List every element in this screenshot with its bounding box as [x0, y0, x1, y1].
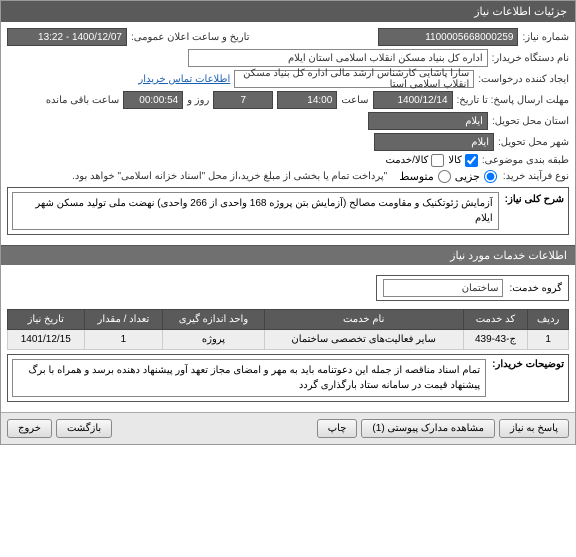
td-unit: پروژه — [163, 330, 265, 350]
cat-service-checkbox[interactable] — [431, 154, 444, 167]
process-partial-label: جزیی — [455, 170, 480, 183]
days-label: روز و — [187, 95, 209, 106]
cat-goods-checkbox[interactable] — [465, 154, 478, 167]
print-button[interactable]: چاپ — [317, 419, 358, 438]
services-content: گروه خدمت: ساختمان ردیف کد خدمت نام خدمت… — [1, 265, 575, 412]
note-label: توضیحات خریدار: — [492, 359, 564, 370]
buyer-note-box: توضیحات خریدار: تمام اسناد مناقصه از جمل… — [7, 354, 569, 402]
desc-text: آزمایش ژئوتکنیک و مقاومت مصالح (آزمایش ب… — [12, 192, 499, 230]
respond-button[interactable]: پاسخ به نیاز — [499, 419, 569, 438]
td-row: 1 — [528, 330, 569, 350]
province-label: استان محل تحویل: — [492, 116, 569, 127]
process-medium-label: متوسط — [399, 170, 434, 183]
remaining-label: ساعت باقی مانده — [46, 95, 119, 106]
td-date: 1401/12/15 — [8, 330, 85, 350]
deadline-label: مهلت ارسال پاسخ: تا تاریخ: — [457, 95, 569, 106]
back-button[interactable]: بازگشت — [56, 419, 112, 438]
group-value: ساختمان — [383, 279, 503, 297]
th-unit: واحد اندازه گیری — [163, 310, 265, 330]
process-label: نوع فرآیند خرید: — [503, 171, 569, 182]
requester-label: ایجاد کننده درخواست: — [478, 74, 569, 85]
cat-label: طبقه بندی موضوعی: — [482, 155, 569, 166]
services-table: ردیف کد خدمت نام خدمت واحد اندازه گیری ت… — [7, 309, 569, 350]
need-no-field: 1100005668000259 — [378, 28, 518, 46]
city-label: شهر محل تحویل: — [498, 137, 569, 148]
process-partial-radio[interactable] — [484, 170, 497, 183]
cat-service-label: کالا/خدمت — [385, 155, 428, 166]
city-field: ایلام — [374, 133, 494, 151]
desc-label: شرح کلی نیاز: — [505, 192, 564, 207]
titlebar: جزئیات اطلاعات نیاز — [1, 1, 575, 22]
th-name: نام خدمت — [264, 310, 463, 330]
td-name: سایر فعالیت‌های تخصصی ساختمان — [264, 330, 463, 350]
td-code: ج-43-439 — [463, 330, 528, 350]
description-box: شرح کلی نیاز: آزمایش ژئوتکنیک و مقاومت م… — [7, 187, 569, 235]
section-services-header: اطلاعات خدمات مورد نیاز — [1, 245, 575, 265]
buyer-label: نام دستگاه خریدار: — [492, 53, 569, 64]
note-text: تمام اسناد مناقصه از جمله این دعوتنامه ب… — [12, 359, 486, 397]
th-row: ردیف — [528, 310, 569, 330]
th-qty: تعداد / مقدار — [84, 310, 163, 330]
th-code: کد خدمت — [463, 310, 528, 330]
need-no-label: شماره نیاز: — [522, 32, 569, 43]
attachments-button[interactable]: مشاهده مدارک پیوستی (1) — [361, 419, 495, 438]
province-field: ایلام — [368, 112, 488, 130]
main-content: شماره نیاز: 1100005668000259 تاریخ و ساع… — [1, 22, 575, 245]
buyer-field: اداره کل بنیاد مسکن انقلاب اسلامی استان … — [188, 49, 488, 67]
footer: پاسخ به نیاز مشاهده مدارک پیوستی (1) چاپ… — [1, 412, 575, 444]
table-header-row: ردیف کد خدمت نام خدمت واحد اندازه گیری ت… — [8, 310, 569, 330]
deadline-date-field: 1400/12/14 — [373, 91, 453, 109]
public-date-label: تاریخ و ساعت اعلان عمومی: — [131, 32, 250, 43]
table-row[interactable]: 1 ج-43-439 سایر فعالیت‌های تخصصی ساختمان… — [8, 330, 569, 350]
contact-link[interactable]: اطلاعات تماس خریدار — [138, 74, 230, 85]
td-qty: 1 — [84, 330, 163, 350]
hour-label: ساعت — [341, 95, 368, 106]
countdown-field: 00:00:54 — [123, 91, 183, 109]
process-note: "پرداخت تمام یا بخشی از مبلغ خرید،از محل… — [72, 171, 387, 182]
deadline-hour-field: 14:00 — [277, 91, 337, 109]
group-label: گروه خدمت: — [509, 283, 562, 294]
days-field: 7 — [213, 91, 273, 109]
exit-button[interactable]: خروج — [7, 419, 52, 438]
th-date: تاریخ نیاز — [8, 310, 85, 330]
requester-field: سارا پاشایی کارشناس ارشد مالی اداره کل ب… — [234, 70, 474, 88]
group-box: گروه خدمت: ساختمان — [376, 275, 569, 301]
cat-goods-label: کالا — [448, 155, 462, 166]
window: جزئیات اطلاعات نیاز شماره نیاز: 11000056… — [0, 0, 576, 445]
process-medium-radio[interactable] — [438, 170, 451, 183]
public-date-field: 1400/12/07 - 13:22 — [7, 28, 127, 46]
